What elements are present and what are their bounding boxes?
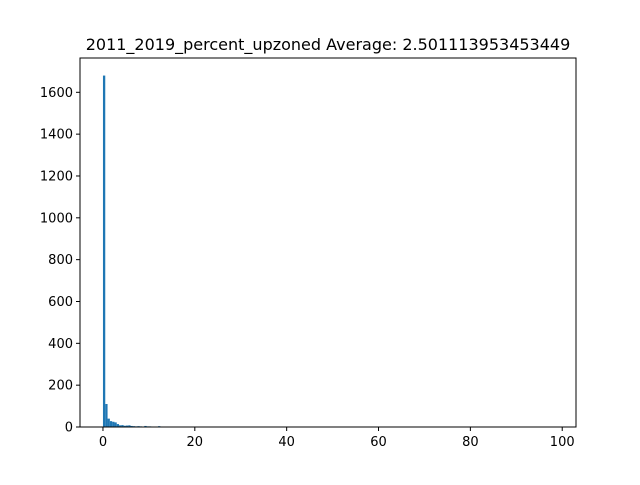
histogram-bar [110,421,112,427]
x-tick-label: 20 [187,435,204,450]
y-tick-label: 600 [48,295,73,310]
y-tick-label: 0 [65,421,73,436]
y-tick-label: 1200 [40,169,73,184]
x-tick-label: 80 [462,435,479,450]
x-tick-label: 100 [550,435,575,450]
x-tick-label: 60 [370,435,387,450]
y-tick-label: 800 [48,253,73,268]
y-tick-label: 200 [48,379,73,394]
y-tick-label: 400 [48,337,73,352]
x-tick-label: 0 [99,435,107,450]
chart-title: 2011_2019_percent_upzoned Average: 2.501… [86,35,571,55]
histogram-bar [103,76,105,427]
y-tick-label: 1400 [40,128,73,143]
histogram-bar [114,422,116,427]
x-tick-label: 40 [278,435,295,450]
y-tick-label: 1000 [40,211,73,226]
histogram-bar [105,404,107,427]
histogram-bar [108,419,110,427]
histogram-bar [112,422,114,427]
y-tick-label: 1600 [40,86,73,101]
